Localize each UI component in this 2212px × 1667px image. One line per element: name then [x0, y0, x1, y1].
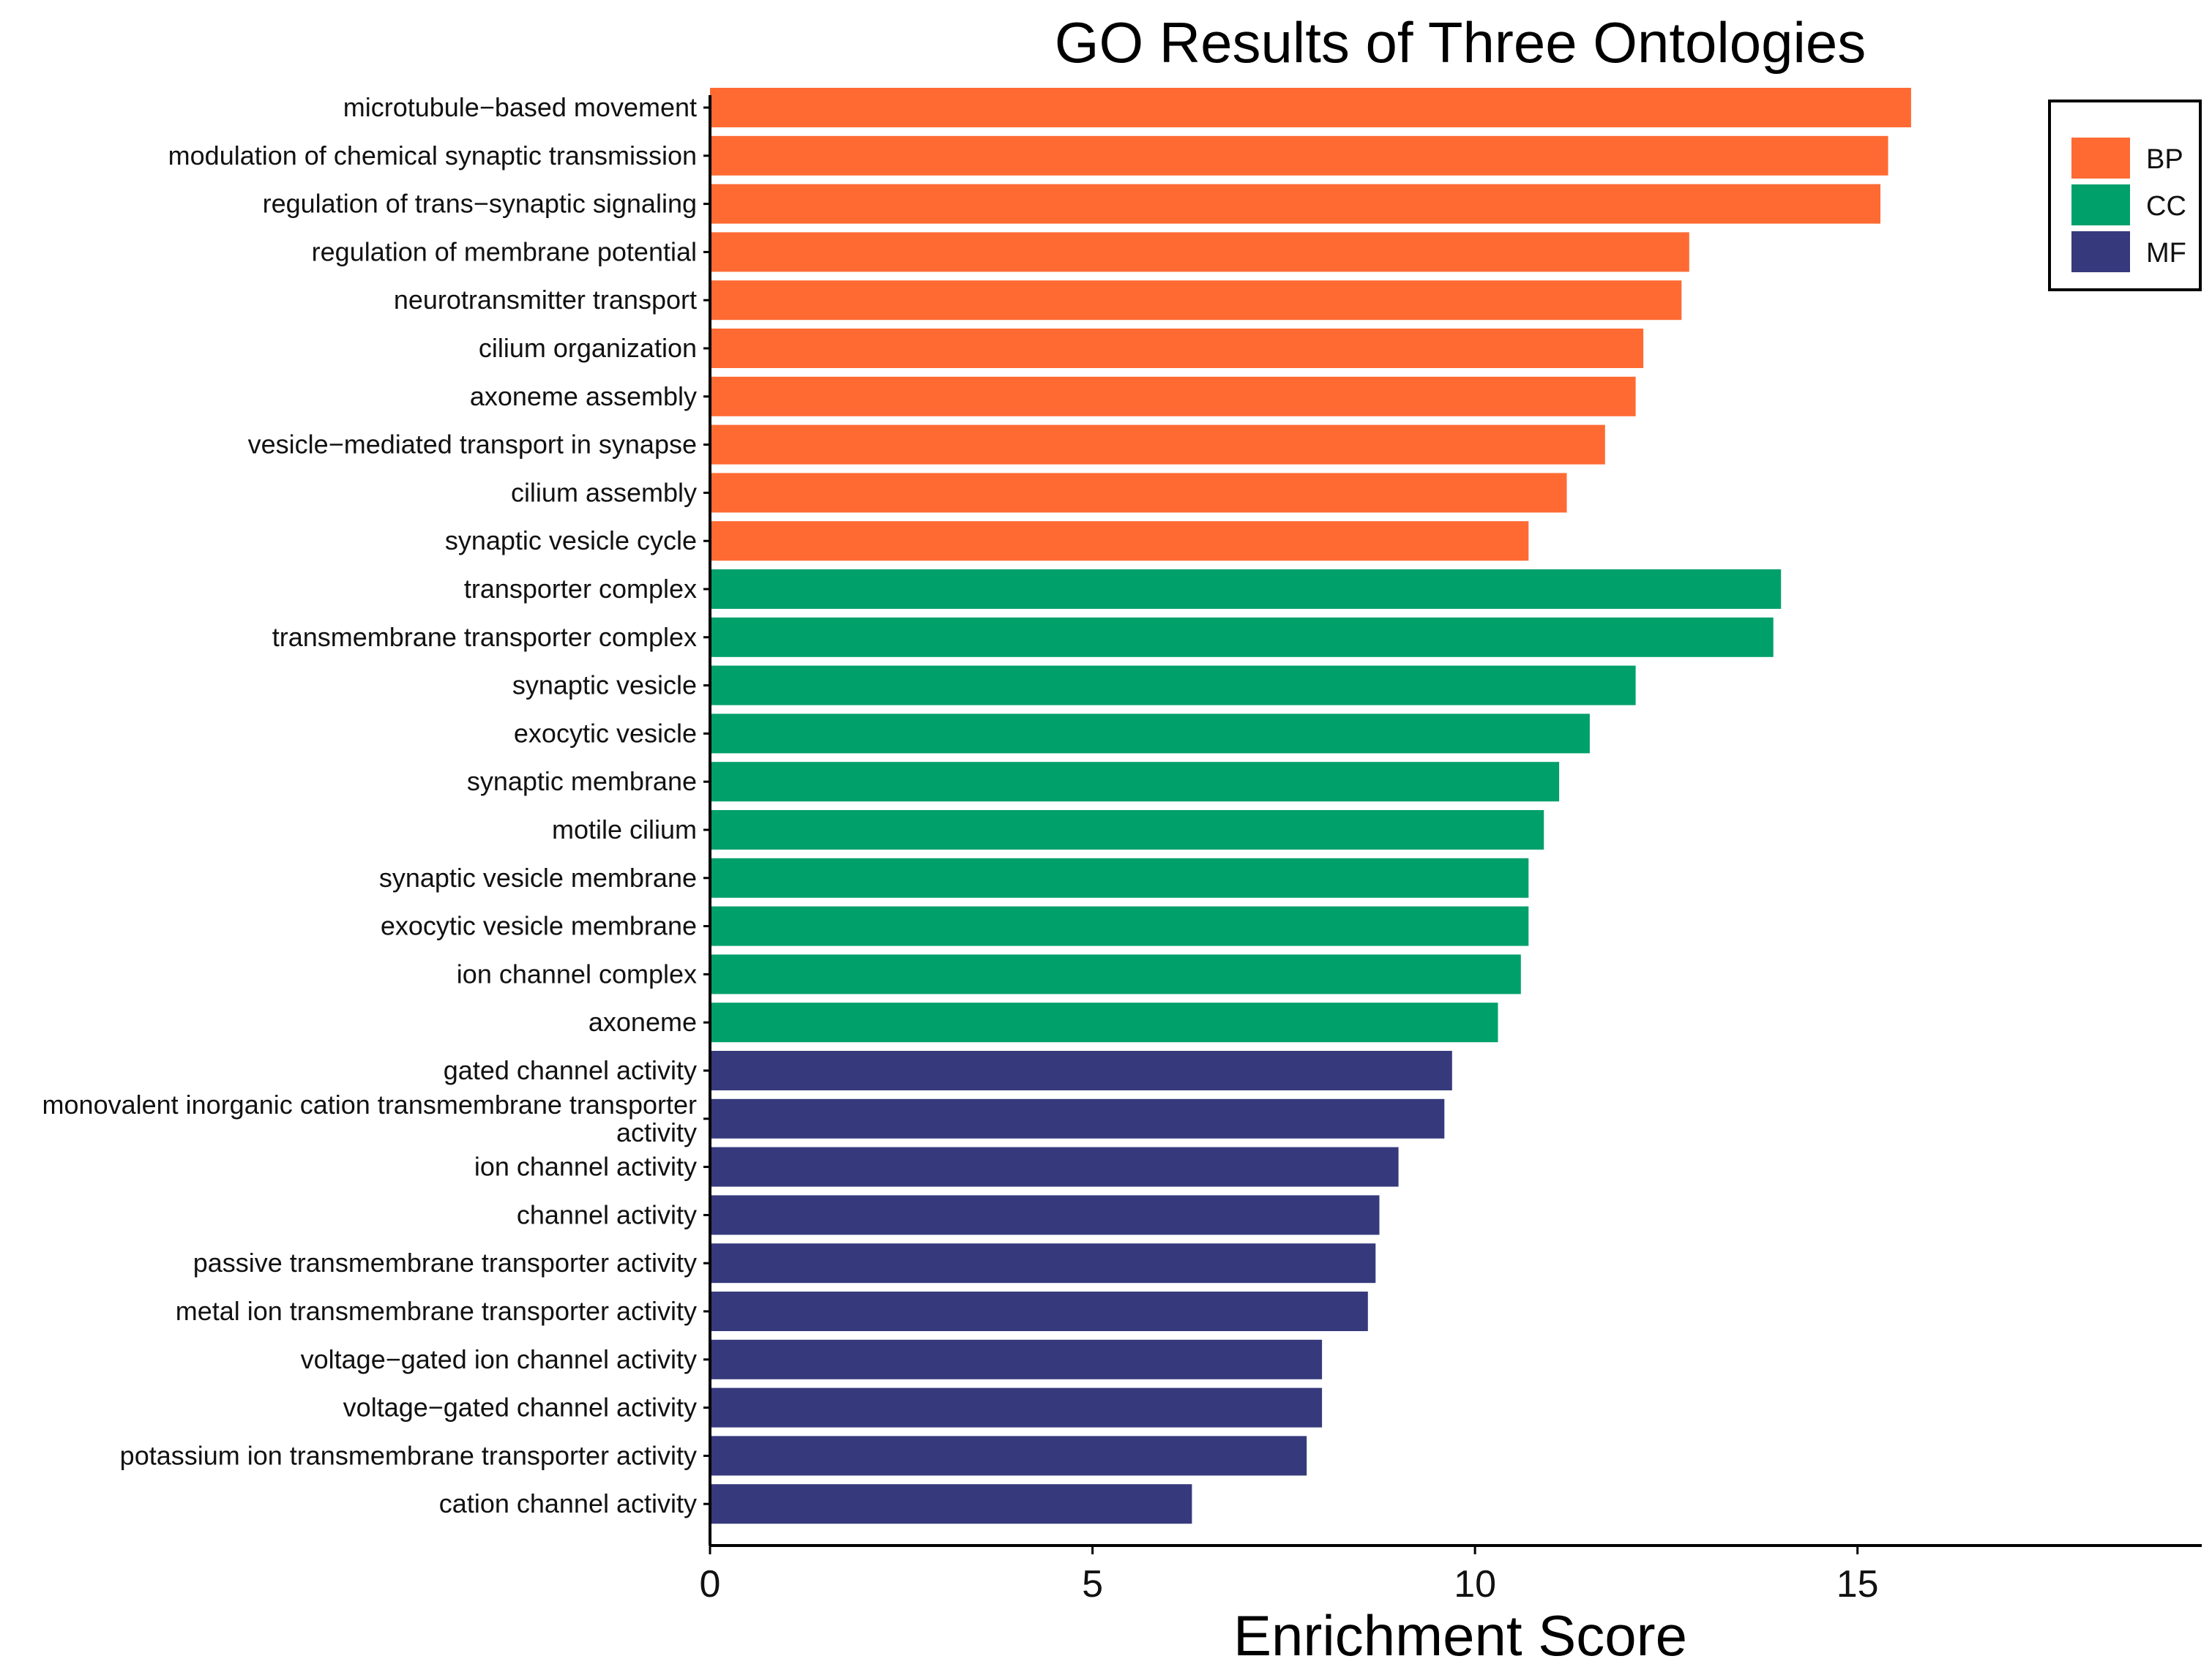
bar-cc-11 — [710, 569, 1782, 609]
bar-bp-7 — [710, 376, 1636, 416]
bar-bp-1 — [710, 88, 1911, 127]
legend-swatch-mf — [2071, 231, 2130, 272]
bar-mf-23 — [710, 1147, 1399, 1187]
category-label: exocytic vesicle — [514, 718, 697, 748]
bar-bp-10 — [710, 521, 1529, 561]
category-label: microtubule−based movement — [343, 92, 697, 122]
category-label: metal ion transmembrane transporter acti… — [176, 1296, 697, 1326]
bar-cc-14 — [710, 713, 1590, 754]
category-label: cilium assembly — [511, 477, 697, 507]
category-label: transmembrane transporter complex — [272, 622, 697, 652]
category-label: regulation of trans−synaptic signaling — [263, 189, 697, 219]
legend-label-cc: CC — [2146, 191, 2186, 222]
legend-swatch-bp — [2071, 138, 2130, 179]
bar-cc-12 — [710, 617, 1774, 657]
x-axis-title: Enrichment Score — [1233, 1603, 1687, 1667]
category-label: modulation of chemical synaptic transmis… — [168, 141, 697, 171]
bar-mf-22 — [710, 1098, 1445, 1139]
category-label: vesicle−mediated transport in synapse — [248, 430, 697, 460]
category-label: cation channel activity — [439, 1488, 697, 1518]
x-tick-label: 10 — [1454, 1563, 1496, 1606]
category-label: axoneme — [589, 1007, 697, 1037]
category-label: ion channel activity — [474, 1152, 697, 1182]
category-label: exocytic vesicle membrane — [381, 911, 697, 941]
bar-mf-21 — [710, 1051, 1452, 1090]
category-label: potassium ion transmembrane transporter … — [120, 1440, 697, 1470]
bar-cc-20 — [710, 1003, 1498, 1043]
bar-bp-6 — [710, 329, 1644, 368]
category-label-line: activity — [616, 1117, 697, 1147]
bar-mf-29 — [710, 1436, 1307, 1476]
bar-cc-16 — [710, 810, 1544, 850]
chart-title: GO Results of Three Ontologies — [1055, 10, 1866, 75]
x-ticks-group: 0 5 10 15 — [700, 1546, 1879, 1606]
category-labels-group: microtubule−based movement modulation of … — [42, 92, 710, 1518]
category-label: cilium organization — [479, 333, 697, 363]
x-tick-label: 5 — [1082, 1563, 1103, 1606]
category-label: channel activity — [517, 1199, 697, 1229]
bar-mf-26 — [710, 1292, 1368, 1331]
bar-cc-13 — [710, 665, 1636, 705]
bar-mf-24 — [710, 1195, 1380, 1235]
category-label: monovalent inorganic cation transmembran… — [42, 1090, 697, 1147]
bar-mf-28 — [710, 1387, 1323, 1428]
category-label: gated channel activity — [444, 1055, 697, 1085]
bar-bp-9 — [710, 473, 1567, 513]
category-label: regulation of membrane potential — [312, 236, 697, 266]
bar-cc-15 — [710, 762, 1560, 802]
category-label: passive transmembrane transporter activi… — [193, 1248, 697, 1278]
category-label: synaptic vesicle cycle — [445, 525, 697, 555]
category-label: synaptic membrane — [467, 766, 697, 796]
axes-group — [709, 95, 2202, 1547]
category-label: transporter complex — [464, 574, 697, 604]
legend-label-mf: MF — [2146, 238, 2186, 269]
bar-bp-8 — [710, 424, 1605, 465]
category-label: synaptic vesicle membrane — [379, 863, 697, 893]
bar-mf-27 — [710, 1339, 1323, 1379]
bar-bp-2 — [710, 135, 1888, 176]
category-label: synaptic vesicle — [512, 670, 697, 700]
bar-bp-4 — [710, 232, 1689, 272]
legend-swatch-cc — [2071, 184, 2130, 225]
legend: BP CC MF — [2048, 100, 2202, 291]
category-label: axoneme assembly — [470, 381, 697, 411]
bar-cc-19 — [710, 954, 1521, 994]
bar-mf-30 — [710, 1484, 1192, 1524]
category-label-line: monovalent inorganic cation transmembran… — [42, 1090, 697, 1120]
category-label: voltage−gated ion channel activity — [301, 1344, 697, 1374]
bar-bp-5 — [710, 280, 1682, 321]
legend-label-bp: BP — [2146, 144, 2183, 175]
bar-bp-3 — [710, 184, 1880, 224]
bar-mf-25 — [710, 1243, 1376, 1284]
category-label: motile cilium — [552, 814, 697, 844]
x-tick-label: 0 — [700, 1563, 721, 1606]
bars-group — [710, 88, 1911, 1524]
bar-cc-18 — [710, 906, 1529, 946]
category-label: ion channel complex — [457, 959, 697, 989]
category-label: neurotransmitter transport — [394, 285, 697, 315]
x-tick-label: 15 — [1837, 1563, 1879, 1606]
bar-cc-17 — [710, 858, 1529, 898]
category-label: voltage−gated channel activity — [343, 1393, 697, 1423]
